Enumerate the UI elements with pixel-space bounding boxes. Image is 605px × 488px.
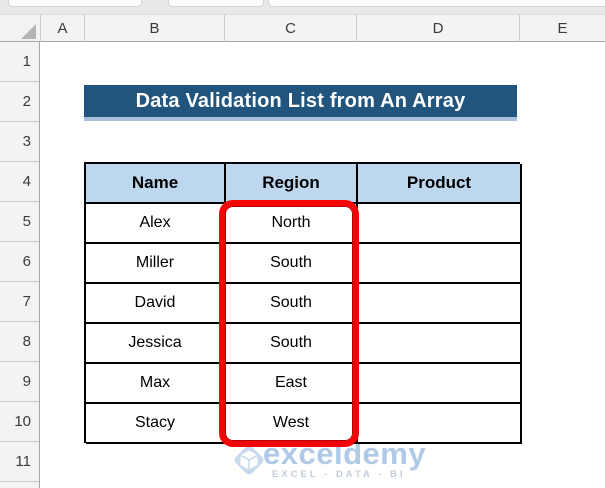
row-header-10[interactable]: 10 <box>0 402 39 442</box>
row-header-7[interactable]: 7 <box>0 282 39 322</box>
cell-b8-name[interactable]: Jessica <box>86 324 226 364</box>
row-header-4[interactable]: 4 <box>0 162 39 202</box>
cell-d6-product[interactable] <box>358 244 522 284</box>
row-header-5[interactable]: 5 <box>0 202 39 242</box>
select-all-triangle-icon <box>21 24 36 39</box>
row-header-strip: 1 2 3 4 5 6 7 8 9 10 11 <box>0 42 40 488</box>
cell-d10-product[interactable] <box>358 404 522 444</box>
select-all-corner[interactable] <box>0 15 40 42</box>
cell-b9-name[interactable]: Max <box>86 364 226 404</box>
cell-b5-name[interactable]: Alex <box>86 204 226 244</box>
row-header-6[interactable]: 6 <box>0 242 39 282</box>
exceldemy-cube-logo <box>234 445 264 475</box>
title-banner: Data Validation List from An Array <box>84 85 517 117</box>
column-header-e[interactable]: E <box>519 15 605 42</box>
row-header-1[interactable]: 1 <box>0 42 39 82</box>
name-box-tab <box>8 0 142 7</box>
row-header-2[interactable]: 2 <box>0 82 39 122</box>
cell-d5-product[interactable] <box>358 204 522 244</box>
column-header-d[interactable]: D <box>356 15 519 42</box>
cell-d7-product[interactable] <box>358 284 522 324</box>
row-header-11[interactable]: 11 <box>0 442 39 482</box>
column-header-strip: A B C D E <box>0 14 605 42</box>
formula-input-tab <box>268 0 605 7</box>
header-cell-name[interactable]: Name <box>86 164 226 204</box>
header-cell-product[interactable]: Product <box>358 164 522 204</box>
formula-bar-strip <box>0 0 605 14</box>
row-header-8[interactable]: 8 <box>0 322 39 362</box>
column-header-a[interactable]: A <box>40 15 84 42</box>
cell-d9-product[interactable] <box>358 364 522 404</box>
cell-b10-name[interactable]: Stacy <box>86 404 226 444</box>
column-header-b[interactable]: B <box>84 15 224 42</box>
cell-b7-name[interactable]: David <box>86 284 226 324</box>
header-cell-region[interactable]: Region <box>226 164 358 204</box>
cell-d8-product[interactable] <box>358 324 522 364</box>
watermark-tagline: EXCEL - DATA - BI <box>272 469 406 480</box>
row-header-3[interactable]: 3 <box>0 122 39 162</box>
cell-b6-name[interactable]: Miller <box>86 244 226 284</box>
fx-box-tab <box>168 0 264 7</box>
region-highlight-box <box>219 200 359 447</box>
title-banner-accent-line <box>84 117 517 121</box>
row-header-9[interactable]: 9 <box>0 362 39 402</box>
column-header-c[interactable]: C <box>224 15 356 42</box>
